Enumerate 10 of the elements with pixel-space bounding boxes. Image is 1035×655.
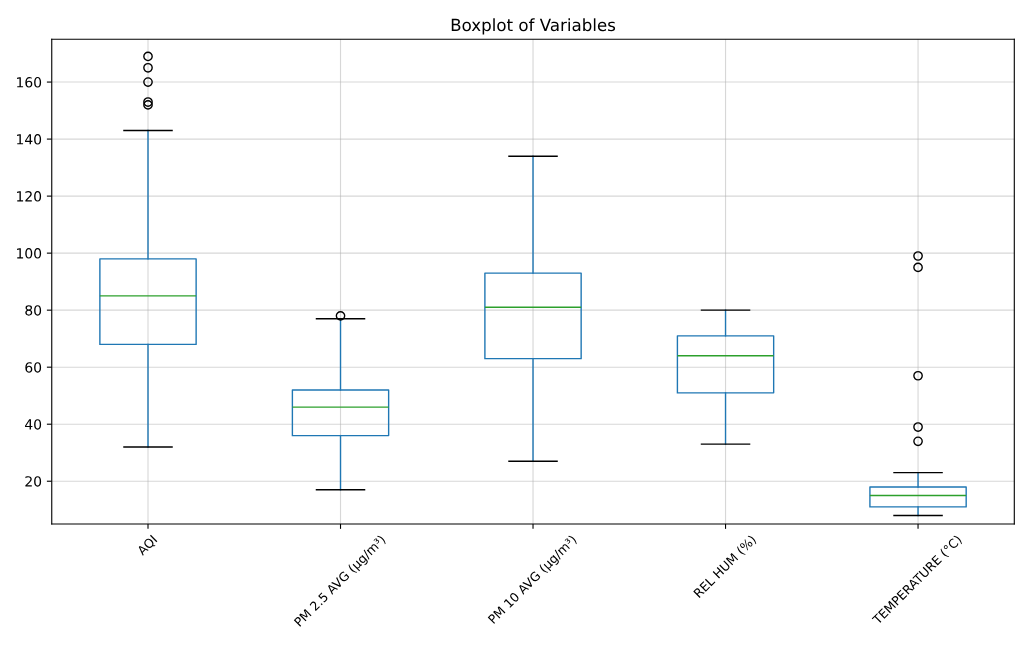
y-tick-label: 80 [25, 305, 42, 316]
y-tick-label: 20 [25, 476, 42, 487]
y-tick-label: 140 [17, 134, 42, 145]
y-tick-label: 100 [17, 248, 42, 259]
x-tick-label: AQI [136, 534, 159, 557]
y-tick-label: 160 [17, 77, 42, 88]
chart-title: Boxplot of Variables [451, 18, 616, 35]
y-tick-label: 60 [25, 362, 42, 373]
y-tick-label: 120 [17, 191, 42, 202]
y-tick-label: 40 [25, 419, 42, 430]
